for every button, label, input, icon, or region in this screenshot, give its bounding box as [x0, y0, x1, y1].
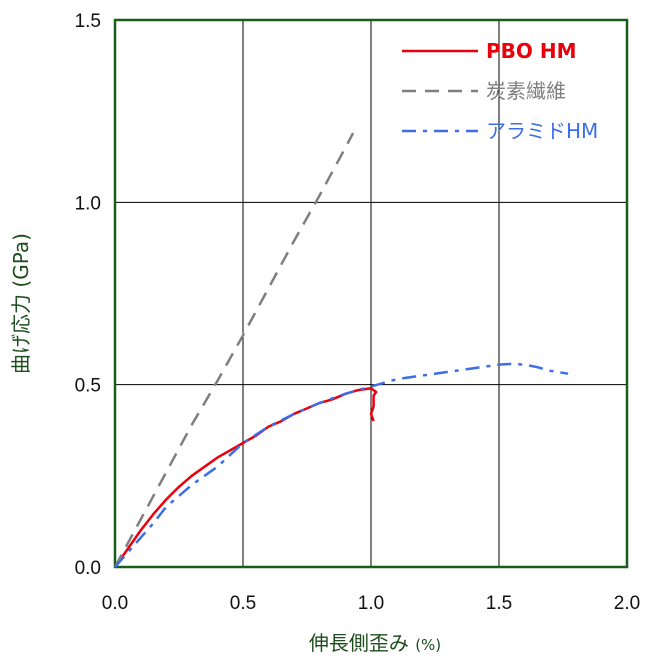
- x-tick-labels: 0.0 0.5 1.0 1.5 2.0: [102, 593, 640, 614]
- x-tick-label: 1.0: [358, 593, 384, 614]
- series-line: [114, 362, 569, 568]
- x-axis-unit: (%): [415, 636, 441, 654]
- legend-label: PBO HM: [486, 39, 577, 63]
- series-line: [113, 132, 355, 568]
- y-tick-label: 1.5: [75, 11, 101, 32]
- x-tick-label: 2.0: [614, 593, 640, 614]
- x-axis-title: 伸長側歪み (%): [309, 631, 441, 655]
- x-tick-label: 1.5: [486, 593, 512, 614]
- y-axis-title: 曲げ応力 (GPa): [9, 233, 33, 374]
- legend-label: 炭素繊維: [486, 79, 566, 103]
- y-tick-labels: 0.0 0.5 1.0 1.5: [75, 11, 101, 579]
- series-layer: [113, 132, 569, 568]
- y-tick-label: 0.0: [75, 558, 101, 579]
- y-tick-label: 0.5: [75, 376, 101, 397]
- legend-label: アラミドHM: [486, 119, 598, 143]
- grid: [115, 20, 627, 567]
- plot-frame: [113, 18, 629, 569]
- y-tick-label: 1.0: [75, 193, 101, 214]
- series-line: [113, 387, 378, 568]
- x-tick-label: 0.0: [102, 593, 128, 614]
- x-tick-label: 0.5: [230, 593, 256, 614]
